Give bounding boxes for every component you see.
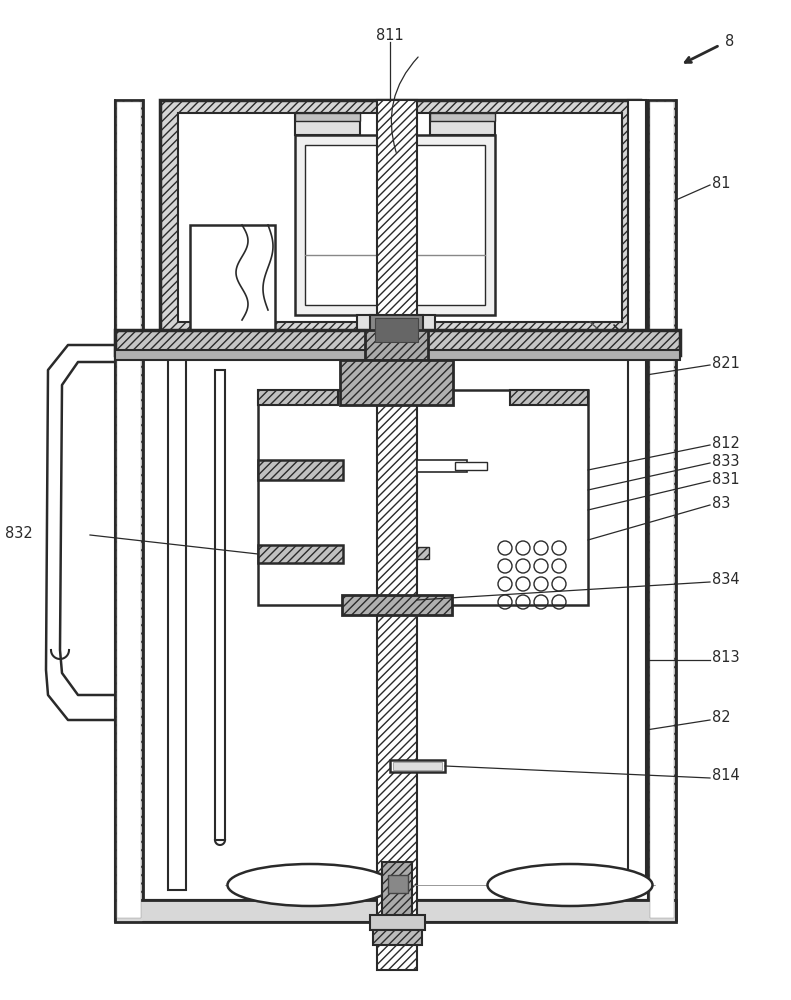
Bar [258, 545, 343, 563]
Bar [390, 760, 445, 772]
Text: 82: 82 [712, 710, 731, 726]
Text: 834: 834 [712, 572, 740, 587]
Bar [305, 145, 485, 305]
Bar [178, 113, 622, 322]
Bar [430, 113, 495, 135]
Text: 821: 821 [712, 356, 740, 370]
Bar [455, 462, 487, 470]
Bar [342, 595, 452, 615]
Bar [215, 370, 225, 840]
Bar [375, 318, 418, 342]
Bar [258, 390, 588, 605]
Text: 81: 81 [712, 176, 731, 190]
Bar [168, 355, 186, 890]
Bar [160, 100, 640, 335]
Text: 812: 812 [712, 436, 740, 450]
Text: 814: 814 [712, 768, 740, 784]
Text: 811: 811 [377, 27, 404, 42]
Bar [295, 113, 360, 135]
Bar [650, 102, 674, 918]
Bar [373, 930, 422, 945]
Text: 8: 8 [725, 34, 734, 49]
Bar [417, 460, 467, 472]
Text: 83: 83 [712, 495, 730, 510]
Bar [377, 100, 417, 970]
Bar [648, 100, 676, 920]
Bar [115, 330, 680, 355]
Bar [115, 100, 143, 920]
Bar [370, 315, 423, 345]
Bar [117, 102, 141, 918]
Text: 813: 813 [712, 650, 740, 666]
Bar [340, 360, 453, 405]
Bar [357, 315, 435, 333]
Bar [190, 225, 275, 340]
Bar [393, 762, 442, 770]
Bar [258, 390, 338, 405]
Ellipse shape [487, 864, 653, 906]
Bar [370, 915, 425, 930]
Bar [258, 460, 343, 480]
Bar [388, 875, 408, 893]
Text: 832: 832 [5, 526, 32, 540]
Bar [430, 113, 495, 121]
Text: 831: 831 [712, 472, 740, 487]
Bar [295, 113, 360, 121]
Bar [115, 900, 676, 922]
Text: 833: 833 [712, 454, 740, 468]
Bar [417, 547, 429, 559]
Bar [510, 390, 588, 405]
Ellipse shape [228, 864, 392, 906]
Bar [382, 862, 412, 917]
Bar [115, 350, 680, 360]
Bar [628, 100, 646, 890]
Bar [295, 135, 495, 315]
Bar [365, 330, 428, 360]
